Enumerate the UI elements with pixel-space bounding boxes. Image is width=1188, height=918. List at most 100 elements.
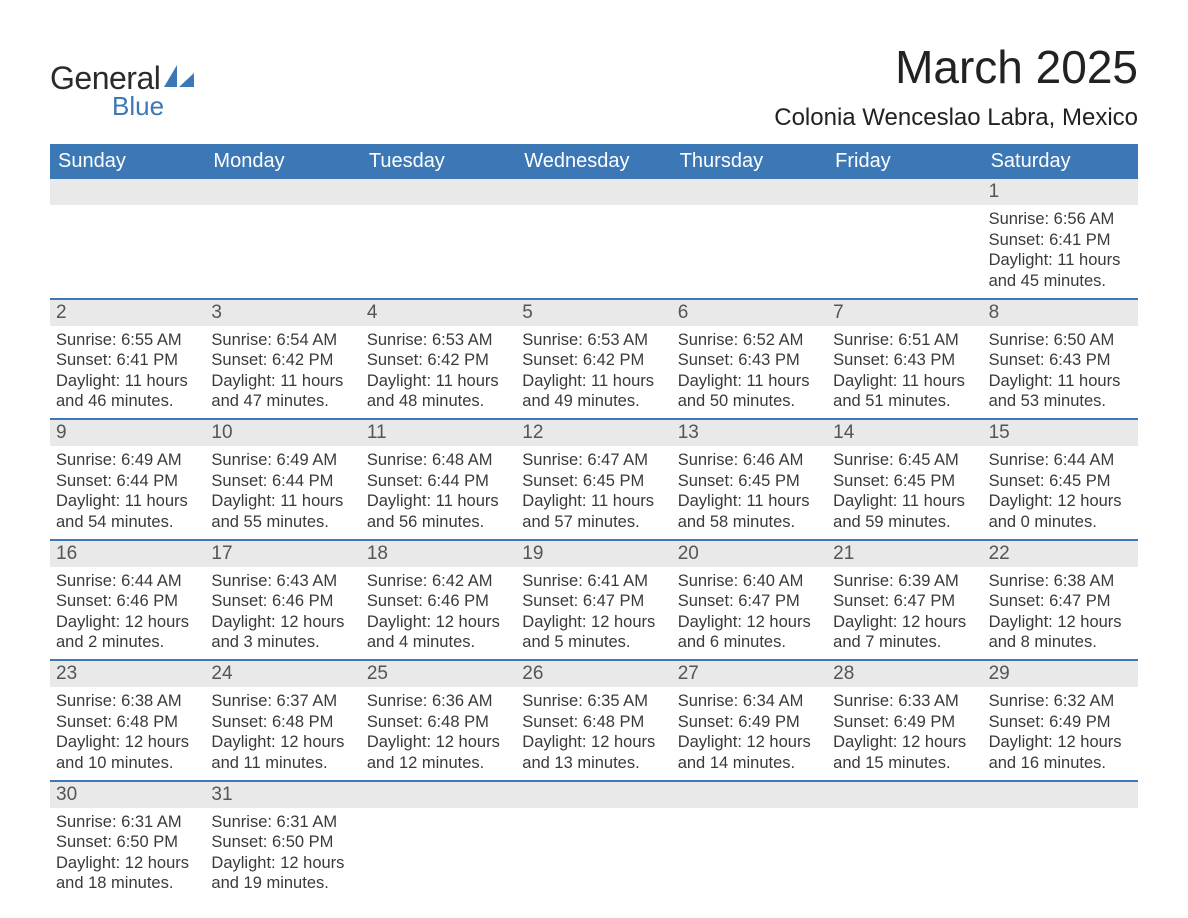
day-header: Wednesday [516, 144, 671, 179]
daylight-text: Daylight: 12 hours and 10 minutes. [56, 732, 199, 773]
day-cell: 21Sunrise: 6:39 AMSunset: 6:47 PMDayligh… [827, 541, 982, 660]
sunset-text: Sunset: 6:48 PM [522, 712, 665, 733]
day-cell: 29Sunrise: 6:32 AMSunset: 6:49 PMDayligh… [983, 661, 1138, 780]
day-number [983, 782, 1138, 808]
day-number [827, 179, 982, 205]
daylight-text: Daylight: 12 hours and 11 minutes. [211, 732, 354, 773]
logo-word-2: Blue [112, 91, 194, 122]
day-header-row: Sunday Monday Tuesday Wednesday Thursday… [50, 144, 1138, 179]
day-number: 5 [516, 300, 671, 326]
day-header: Friday [827, 144, 982, 179]
day-details: Sunrise: 6:32 AMSunset: 6:49 PMDaylight:… [983, 687, 1138, 780]
day-details: Sunrise: 6:53 AMSunset: 6:42 PMDaylight:… [361, 326, 516, 419]
day-number [361, 782, 516, 808]
sunrise-text: Sunrise: 6:43 AM [211, 571, 354, 592]
day-number: 15 [983, 420, 1138, 446]
daylight-text: Daylight: 11 hours and 59 minutes. [833, 491, 976, 532]
sunrise-text: Sunrise: 6:44 AM [56, 571, 199, 592]
sunset-text: Sunset: 6:41 PM [56, 350, 199, 371]
logo-sail-icon [164, 65, 194, 94]
sunrise-text: Sunrise: 6:55 AM [56, 330, 199, 351]
day-cell: 7Sunrise: 6:51 AMSunset: 6:43 PMDaylight… [827, 300, 982, 419]
day-details [827, 205, 982, 285]
daylight-text: Daylight: 12 hours and 4 minutes. [367, 612, 510, 653]
day-number: 14 [827, 420, 982, 446]
daylight-text: Daylight: 11 hours and 55 minutes. [211, 491, 354, 532]
day-number: 23 [50, 661, 205, 687]
day-cell: 13Sunrise: 6:46 AMSunset: 6:45 PMDayligh… [672, 420, 827, 539]
sunrise-text: Sunrise: 6:33 AM [833, 691, 976, 712]
day-details [672, 205, 827, 285]
day-number [361, 179, 516, 205]
calendar: Sunday Monday Tuesday Wednesday Thursday… [50, 144, 1138, 900]
day-details [361, 808, 516, 888]
sunrise-text: Sunrise: 6:49 AM [56, 450, 199, 471]
day-number: 3 [205, 300, 360, 326]
day-cell: 1Sunrise: 6:56 AMSunset: 6:41 PMDaylight… [983, 179, 1138, 298]
sunrise-text: Sunrise: 6:31 AM [211, 812, 354, 833]
day-details: Sunrise: 6:38 AMSunset: 6:48 PMDaylight:… [50, 687, 205, 780]
day-details: Sunrise: 6:49 AMSunset: 6:44 PMDaylight:… [50, 446, 205, 539]
day-number: 20 [672, 541, 827, 567]
day-cell: 9Sunrise: 6:49 AMSunset: 6:44 PMDaylight… [50, 420, 205, 539]
sunrise-text: Sunrise: 6:47 AM [522, 450, 665, 471]
day-number: 7 [827, 300, 982, 326]
day-details: Sunrise: 6:54 AMSunset: 6:42 PMDaylight:… [205, 326, 360, 419]
day-details: Sunrise: 6:55 AMSunset: 6:41 PMDaylight:… [50, 326, 205, 419]
day-number: 31 [205, 782, 360, 808]
daylight-text: Daylight: 12 hours and 5 minutes. [522, 612, 665, 653]
day-header: Sunday [50, 144, 205, 179]
day-number: 4 [361, 300, 516, 326]
day-cell: 12Sunrise: 6:47 AMSunset: 6:45 PMDayligh… [516, 420, 671, 539]
day-cell: 23Sunrise: 6:38 AMSunset: 6:48 PMDayligh… [50, 661, 205, 780]
sunrise-text: Sunrise: 6:31 AM [56, 812, 199, 833]
day-details [827, 808, 982, 888]
sunrise-text: Sunrise: 6:56 AM [989, 209, 1132, 230]
day-number: 13 [672, 420, 827, 446]
day-details [672, 808, 827, 888]
day-cell: 14Sunrise: 6:45 AMSunset: 6:45 PMDayligh… [827, 420, 982, 539]
sunset-text: Sunset: 6:47 PM [833, 591, 976, 612]
day-cell: 2Sunrise: 6:55 AMSunset: 6:41 PMDaylight… [50, 300, 205, 419]
day-number: 22 [983, 541, 1138, 567]
sunrise-text: Sunrise: 6:39 AM [833, 571, 976, 592]
sunset-text: Sunset: 6:47 PM [989, 591, 1132, 612]
day-details: Sunrise: 6:45 AMSunset: 6:45 PMDaylight:… [827, 446, 982, 539]
day-cell: 30Sunrise: 6:31 AMSunset: 6:50 PMDayligh… [50, 782, 205, 901]
daylight-text: Daylight: 11 hours and 49 minutes. [522, 371, 665, 412]
sunset-text: Sunset: 6:46 PM [56, 591, 199, 612]
day-cell: 22Sunrise: 6:38 AMSunset: 6:47 PMDayligh… [983, 541, 1138, 660]
day-number: 17 [205, 541, 360, 567]
week-row: 9Sunrise: 6:49 AMSunset: 6:44 PMDaylight… [50, 418, 1138, 539]
sunset-text: Sunset: 6:45 PM [678, 471, 821, 492]
day-number: 25 [361, 661, 516, 687]
day-details: Sunrise: 6:50 AMSunset: 6:43 PMDaylight:… [983, 326, 1138, 419]
day-details [205, 205, 360, 285]
daylight-text: Daylight: 11 hours and 54 minutes. [56, 491, 199, 532]
day-cell: 8Sunrise: 6:50 AMSunset: 6:43 PMDaylight… [983, 300, 1138, 419]
sunset-text: Sunset: 6:49 PM [833, 712, 976, 733]
day-number [672, 179, 827, 205]
sunrise-text: Sunrise: 6:38 AM [989, 571, 1132, 592]
sunset-text: Sunset: 6:42 PM [367, 350, 510, 371]
day-cell [50, 179, 205, 298]
day-details: Sunrise: 6:38 AMSunset: 6:47 PMDaylight:… [983, 567, 1138, 660]
sunset-text: Sunset: 6:45 PM [833, 471, 976, 492]
day-details: Sunrise: 6:40 AMSunset: 6:47 PMDaylight:… [672, 567, 827, 660]
day-number: 10 [205, 420, 360, 446]
daylight-text: Daylight: 12 hours and 0 minutes. [989, 491, 1132, 532]
sunrise-text: Sunrise: 6:51 AM [833, 330, 976, 351]
location-subtitle: Colonia Wenceslao Labra, Mexico [774, 104, 1138, 132]
daylight-text: Daylight: 12 hours and 2 minutes. [56, 612, 199, 653]
day-details [516, 205, 671, 285]
sunrise-text: Sunrise: 6:37 AM [211, 691, 354, 712]
day-cell: 16Sunrise: 6:44 AMSunset: 6:46 PMDayligh… [50, 541, 205, 660]
day-cell: 25Sunrise: 6:36 AMSunset: 6:48 PMDayligh… [361, 661, 516, 780]
sunrise-text: Sunrise: 6:50 AM [989, 330, 1132, 351]
day-cell [205, 179, 360, 298]
day-number: 21 [827, 541, 982, 567]
day-cell: 4Sunrise: 6:53 AMSunset: 6:42 PMDaylight… [361, 300, 516, 419]
sunset-text: Sunset: 6:47 PM [522, 591, 665, 612]
sunrise-text: Sunrise: 6:40 AM [678, 571, 821, 592]
day-number [516, 782, 671, 808]
